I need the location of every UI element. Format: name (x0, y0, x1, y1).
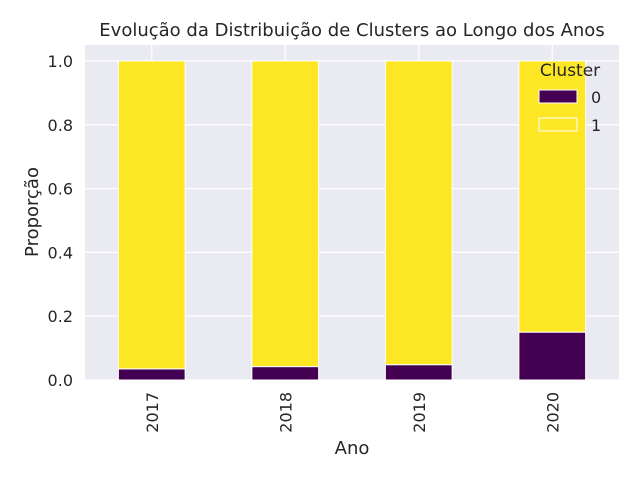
bar-cluster-0-2018 (251, 366, 320, 381)
y-tick-label: 0.4 (48, 243, 73, 262)
x-tick-label: 2020 (543, 392, 562, 433)
bar-cluster-0-2020 (518, 331, 587, 381)
bar-cluster-0-2017 (117, 368, 186, 381)
legend-swatch-1 (538, 117, 578, 132)
legend-label-0: 0 (591, 88, 601, 107)
bar-cluster-0-2019 (384, 364, 453, 381)
x-ticks: 2017 2018 2019 2020 (143, 392, 563, 433)
bar-cluster-1-2018 (251, 60, 320, 368)
legend-swatch-0 (538, 89, 578, 104)
x-axis-label: Ano (335, 438, 370, 459)
y-tick-label: 0.2 (48, 307, 73, 326)
y-axis-label: Proporção (22, 167, 43, 257)
bar-cluster-1-2020 (518, 60, 587, 333)
y-tick-label: 0.0 (48, 371, 73, 390)
bar-cluster-1-2017 (117, 60, 186, 370)
x-tick-label: 2018 (276, 392, 295, 433)
x-tick-label: 2019 (410, 392, 429, 433)
y-tick-label: 1.0 (48, 52, 73, 71)
y-tick-label: 0.8 (48, 116, 73, 135)
bar-cluster-1-2019 (384, 60, 453, 366)
bars (117, 60, 587, 381)
y-tick-label: 0.6 (48, 180, 73, 199)
x-tick-label: 2017 (143, 392, 162, 433)
legend: Cluster 0 1 (538, 61, 601, 135)
legend-label-1: 1 (591, 116, 601, 135)
chart-title: Evolução da Distribuição de Clusters ao … (99, 20, 604, 41)
legend-title: Cluster (540, 61, 600, 81)
y-ticks: 0.0 0.2 0.4 0.6 0.8 1.0 (48, 52, 73, 390)
